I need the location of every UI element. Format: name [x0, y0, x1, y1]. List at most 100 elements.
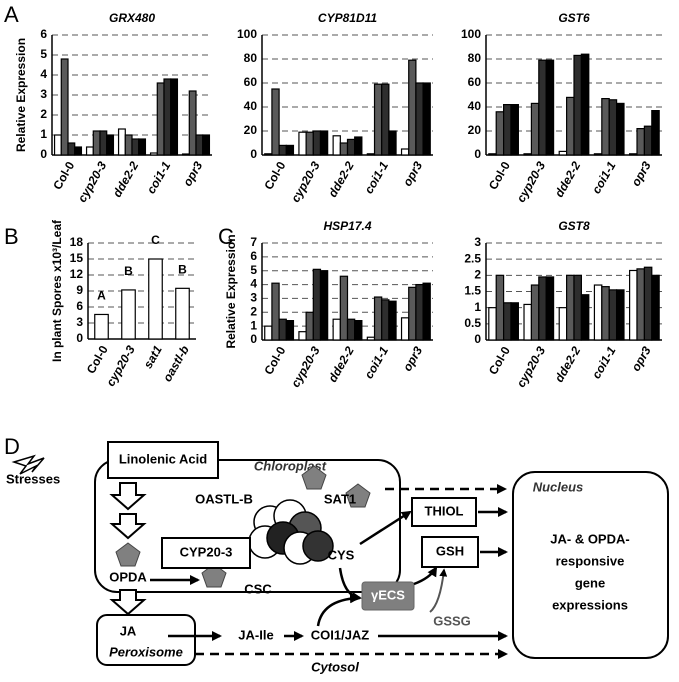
bar [332, 318, 341, 341]
bar [67, 142, 76, 156]
chart-title: GST8 [558, 219, 590, 233]
bar [94, 313, 109, 340]
x-tick-label: cyp20-3 [288, 344, 323, 390]
y-tick-label: 4 [250, 277, 257, 291]
bar [156, 82, 165, 156]
bar [580, 53, 590, 156]
bar [264, 325, 273, 341]
y-tick-label: 80 [468, 51, 482, 65]
y-tick-label: 1 [40, 127, 47, 141]
bar [138, 138, 147, 156]
node [361, 581, 415, 611]
panel-label: A [4, 2, 19, 27]
label: expressions [552, 597, 628, 612]
x-tick-label: Col-0 [50, 159, 77, 192]
bar [319, 270, 329, 341]
y-tick-label: 5 [40, 47, 47, 61]
y-tick-label: 100 [461, 27, 481, 41]
arrow [413, 566, 438, 586]
bar [400, 148, 410, 156]
x-tick-label: cyp20-3 [75, 159, 110, 205]
bar [117, 128, 126, 156]
x-tick-label: dde2-2 [325, 159, 357, 200]
bar [305, 311, 314, 341]
label: OASTL-B [195, 491, 253, 506]
bar [523, 303, 533, 341]
y-tick-label: 100 [237, 27, 257, 41]
x-tick-label: dde2-2 [552, 344, 584, 385]
bar [278, 144, 287, 156]
label: Cytosol [311, 659, 359, 674]
bar [608, 99, 618, 156]
nucleus-outline [512, 471, 669, 659]
bar [510, 302, 519, 341]
label: SAT1 [324, 491, 356, 506]
y-tick-label: 1 [474, 300, 481, 314]
bar [636, 128, 645, 156]
bar [285, 144, 295, 156]
bar [346, 138, 356, 156]
x-tick-label: coi1-1 [589, 159, 619, 196]
y-tick-label: 7 [250, 235, 257, 249]
x-tick-label: opr3 [400, 344, 425, 374]
bar [339, 142, 349, 156]
label: JA-Ile [238, 627, 273, 642]
bar [558, 307, 568, 341]
csc-complex [248, 499, 334, 565]
bar [381, 83, 390, 156]
y-tick-label: 40 [468, 99, 482, 113]
y-tick-label: 2.5 [464, 251, 481, 265]
bar [381, 299, 390, 341]
x-tick-label: cyp20-3 [288, 159, 323, 205]
x-tick-label: cyp20-3 [514, 344, 549, 390]
bar [510, 103, 519, 156]
lightning-icon [11, 454, 45, 475]
chart-title: GRX480 [109, 11, 155, 25]
annotation: B [178, 263, 187, 277]
x-tick-label: opr3 [629, 159, 654, 189]
bar [488, 153, 497, 156]
bar [163, 78, 172, 156]
arrow [109, 482, 147, 511]
bar [573, 54, 582, 156]
bar [415, 283, 424, 341]
bar [131, 138, 140, 156]
label: responsive [556, 553, 625, 568]
bar [85, 146, 94, 156]
x-tick-label: cyp20-3 [514, 159, 549, 205]
arrow [316, 593, 360, 627]
bar [354, 320, 363, 341]
bar [495, 274, 505, 341]
panel-label: C [218, 224, 234, 249]
bar [408, 286, 417, 341]
chart-title: GST6 [558, 11, 590, 25]
bar [53, 134, 62, 156]
bar [503, 302, 512, 341]
bar [181, 153, 190, 156]
label: Nucleus [533, 479, 584, 494]
y-tick-label: 2 [40, 107, 47, 121]
y-tick-label: 20 [244, 123, 258, 137]
bar [298, 131, 307, 156]
bar [339, 275, 349, 341]
label: COI1/JAZ [311, 627, 370, 642]
peroxisome-outline [96, 614, 196, 666]
bar [92, 130, 101, 156]
bar [523, 153, 533, 156]
bar [106, 134, 115, 156]
bar [312, 268, 322, 341]
y-tick-label: 0 [40, 147, 47, 161]
bar [188, 90, 197, 156]
node [107, 441, 219, 479]
label: CYP20-3 [180, 544, 233, 559]
label: Stresses [6, 471, 60, 486]
bar [651, 274, 660, 341]
bar [124, 134, 133, 156]
y-tick-label: 0 [474, 332, 481, 346]
x-tick-label: Col-0 [486, 344, 513, 377]
bar [615, 289, 625, 341]
pathway-diagram: Stresses Linolenic Acid Chloroplast OPDA… [6, 441, 669, 674]
y-tick-label: 6 [40, 27, 47, 41]
bar [593, 284, 603, 341]
